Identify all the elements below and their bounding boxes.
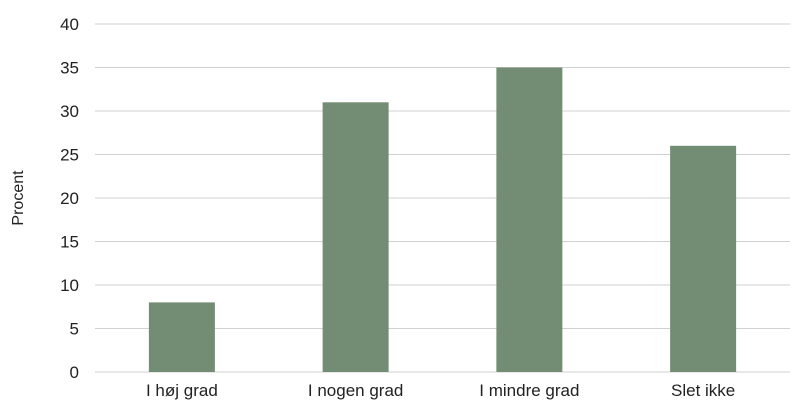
bars (148, 67, 737, 373)
y-tick-label: 40 (60, 15, 79, 34)
x-tick-label: I mindre grad (479, 381, 579, 400)
y-axis-ticks: 0 5 10 15 20 25 30 35 40 (60, 15, 79, 382)
x-axis-ticks: I høj grad I nogen grad I mindre grad Slet … (146, 381, 735, 400)
y-tick-label: 30 (60, 102, 79, 121)
y-tick-label: 15 (60, 233, 79, 252)
bar (670, 145, 737, 372)
y-tick-label: 35 (60, 59, 79, 78)
bar (496, 67, 563, 372)
y-tick-label: 5 (70, 320, 79, 339)
y-tick-label: 25 (60, 146, 79, 165)
y-tick-label: 0 (70, 363, 79, 382)
x-tick-label: I høj grad (146, 381, 218, 400)
bar (322, 102, 389, 373)
x-tick-label: I nogen grad (308, 381, 403, 400)
y-axis-title: Procent (10, 170, 27, 226)
bar (148, 302, 215, 372)
y-tick-label: 10 (60, 276, 79, 295)
y-tick-label: 20 (60, 189, 79, 208)
x-tick-label: Slet ikke (671, 381, 735, 400)
